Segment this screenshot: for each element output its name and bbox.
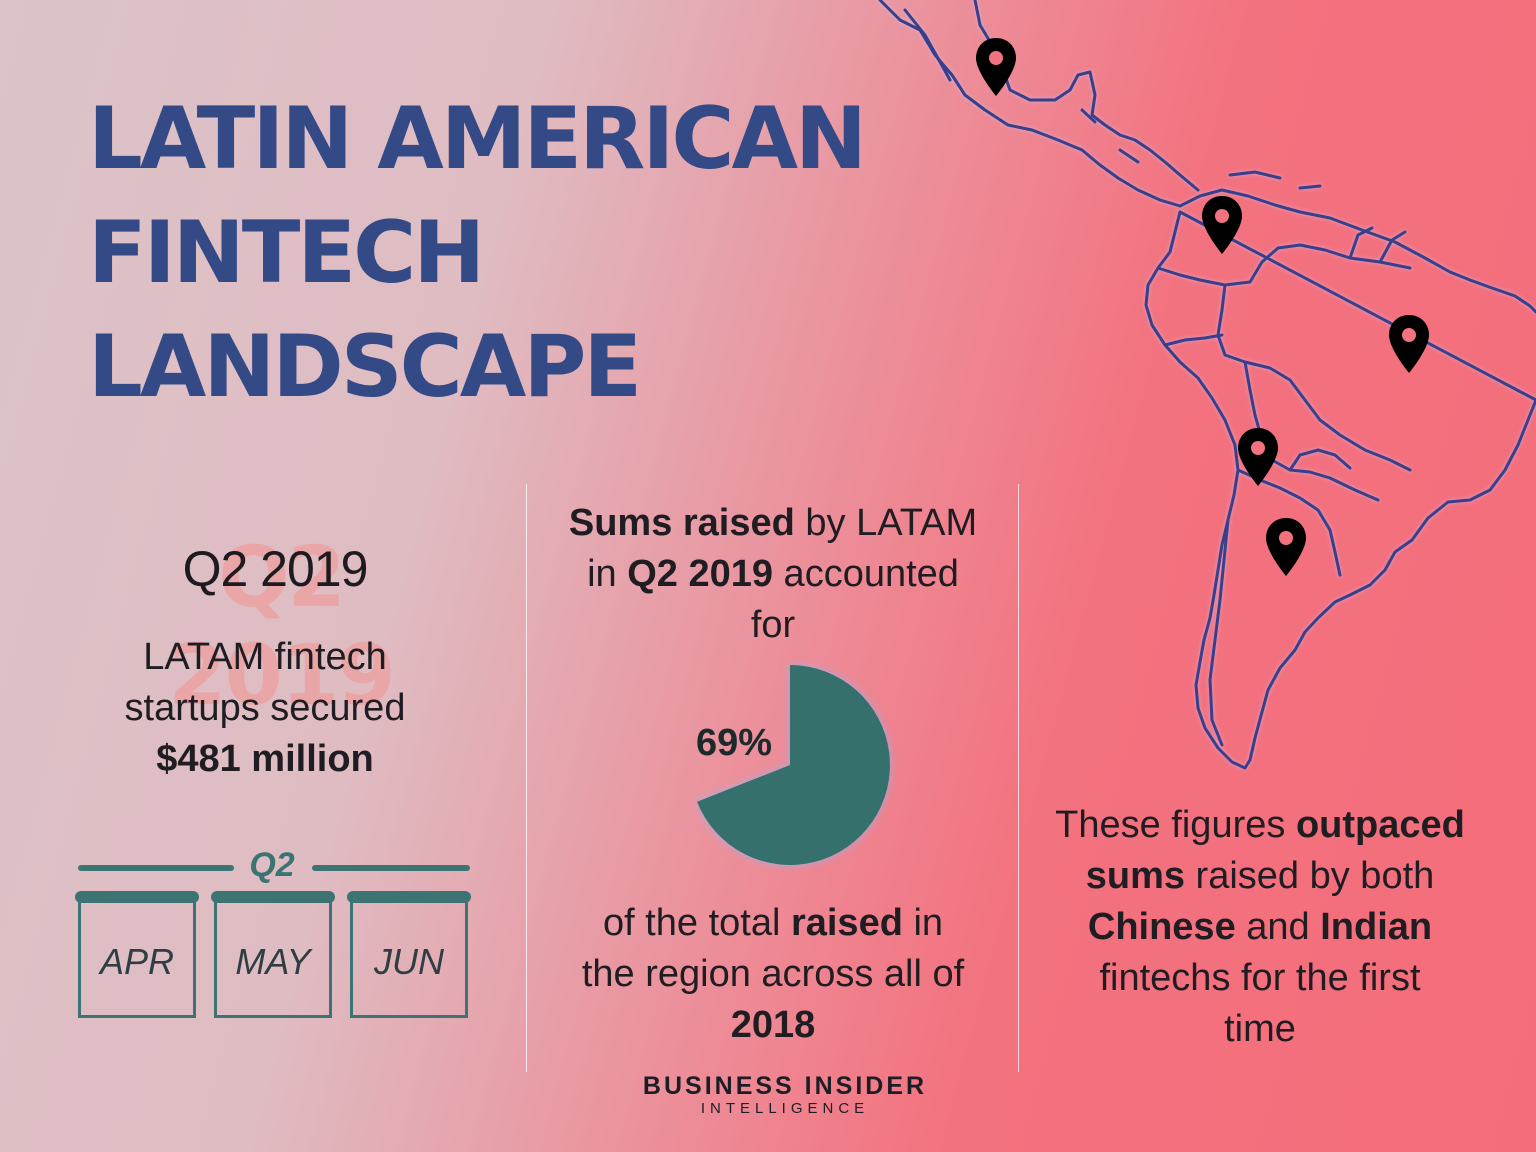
right-b2: sums — [1085, 855, 1185, 897]
page-title: LATIN AMERICAN FINTECH LANDSCAPE — [88, 82, 867, 424]
divider-left — [526, 484, 527, 1072]
caribbean-islands — [1228, 170, 1322, 190]
right-t5: time — [1224, 1008, 1296, 1050]
mexico-coast-west — [878, 0, 1182, 208]
quarter-heading: Q2 2019 — [182, 541, 369, 597]
title-line-3: LANDSCAPE — [88, 317, 642, 417]
calendar-month-3: JUN — [347, 891, 471, 1018]
right-t2: raised by both — [1185, 855, 1435, 897]
latin-america-map — [878, 0, 1536, 770]
left-description: LATAM fintech startups secured $481 mill… — [90, 632, 440, 785]
title-line-1: LATIN AMERICAN — [88, 89, 867, 189]
mid-bottom-text-1: of the total — [602, 902, 791, 944]
mid-text-1: by LATAM — [794, 502, 978, 544]
calendar-binding — [347, 891, 471, 903]
pie-percent-label: 69% — [695, 722, 773, 764]
ghost-quarter-text: Q2 2019 — [168, 528, 396, 724]
right-b3: Chinese — [1087, 906, 1236, 948]
middle-bottom-text: of the total raised in the region across… — [548, 898, 998, 1051]
mid-text-4: for — [750, 604, 796, 646]
mid-bold-1: Sums raised — [568, 502, 795, 544]
mid-bottom-bold-1: raised — [790, 902, 903, 944]
left-desc-line-2: startups secured — [124, 687, 406, 729]
mid-bottom-bold-2: 2018 — [730, 1004, 816, 1046]
brand-logo: BUSINESS INSIDER INTELLIGENCE — [600, 1072, 970, 1118]
mid-text-2: in — [587, 553, 628, 595]
argentina-pin-icon — [1266, 518, 1306, 576]
right-text-block: These figures outpaced sums raised by bo… — [1030, 800, 1490, 1055]
calendar-line-left — [78, 865, 234, 871]
month-label: JUN — [374, 941, 444, 982]
mid-bottom-text-2: in — [902, 902, 944, 944]
right-t1: These figures — [1055, 804, 1296, 846]
mexico-pin-icon — [976, 38, 1016, 96]
brand-line-2: INTELLIGENCE — [700, 1100, 870, 1117]
chile-pin-icon — [1238, 428, 1278, 486]
amount-value: $481 million — [156, 738, 374, 780]
calendar-month-2: MAY — [211, 891, 335, 1018]
right-t3: and — [1235, 906, 1321, 948]
mexico-inner — [903, 8, 1140, 164]
right-t4: fintechs for the first — [1099, 957, 1421, 999]
left-desc-line-1: LATAM fintech — [143, 636, 387, 678]
brazil-pin-icon — [1389, 315, 1429, 373]
calendar-quarter-label: Q2 — [249, 846, 295, 884]
chile-strip — [1208, 518, 1230, 747]
country-borders — [1156, 226, 1412, 577]
calendar-binding — [211, 891, 335, 903]
mid-bottom-text-3: the region across all of — [581, 953, 965, 995]
right-b1: outpaced — [1295, 804, 1465, 846]
share-pie-chart — [697, 665, 890, 865]
colombia-pin-icon — [1202, 196, 1242, 254]
title-line-2: FINTECH — [88, 203, 485, 303]
mid-text-3: accounted — [773, 553, 959, 595]
calendar-month-1: APR — [75, 891, 199, 1018]
month-label: MAY — [235, 941, 311, 982]
south-america-outline — [1144, 188, 1536, 770]
month-label: APR — [99, 941, 175, 982]
mid-bold-2: Q2 2019 — [627, 553, 773, 595]
brand-line-1: BUSINESS INSIDER — [642, 1072, 928, 1100]
pie-slice-share — [697, 665, 890, 865]
calendar-line-right — [312, 865, 470, 871]
middle-top-text: Sums raised by LATAM in Q2 2019 accounte… — [548, 498, 998, 651]
divider-right — [1018, 484, 1019, 1072]
calendar-binding — [75, 891, 199, 903]
right-b4: Indian — [1320, 906, 1433, 948]
